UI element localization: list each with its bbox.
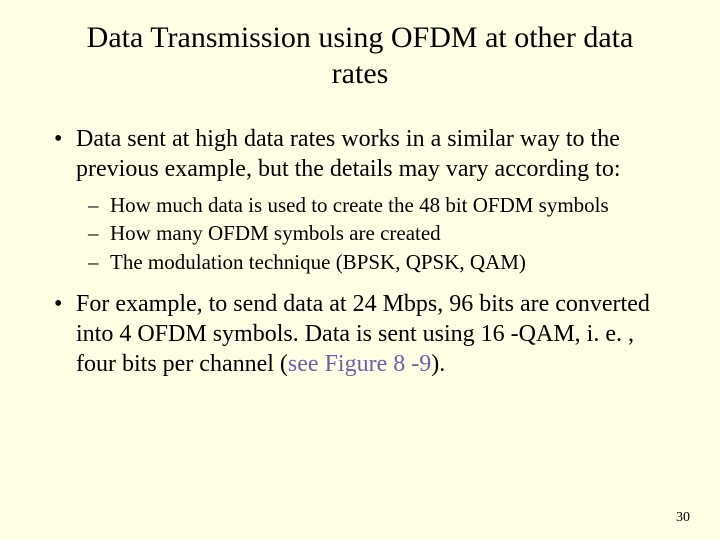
slide-title: Data Transmission using OFDM at other da…: [48, 20, 672, 92]
sub-item-1: How much data is used to create the 48 b…: [48, 192, 672, 218]
sub-item-3: The modulation technique (BPSK, QPSK, QA…: [48, 249, 672, 275]
sub-item-2: How many OFDM symbols are created: [48, 220, 672, 246]
sub-list: How much data is used to create the 48 b…: [48, 192, 672, 275]
bullet-text-2-suffix: ).: [431, 351, 445, 377]
bullet-item-1: Data sent at high data rates works in a …: [48, 124, 672, 184]
figure-link[interactable]: see Figure 8 -9: [288, 351, 431, 377]
bullet-text-1: Data sent at high data rates works in a …: [76, 126, 621, 182]
page-number: 30: [676, 510, 690, 526]
bullet-list-2: For example, to send data at 24 Mbps, 96…: [48, 289, 672, 379]
bullet-item-2: For example, to send data at 24 Mbps, 96…: [48, 289, 672, 379]
bullet-list: Data sent at high data rates works in a …: [48, 124, 672, 184]
